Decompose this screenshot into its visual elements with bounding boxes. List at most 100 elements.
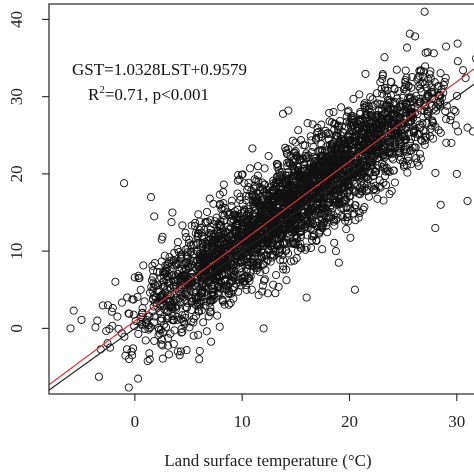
scatter-point — [290, 186, 299, 195]
scatter-point — [389, 166, 398, 175]
scatter-point — [189, 240, 198, 249]
scatter-point — [361, 69, 370, 78]
scatter-point — [286, 192, 295, 201]
scatter-point — [98, 301, 107, 310]
scatter-point — [210, 275, 219, 284]
scatter-point — [295, 156, 304, 165]
scatter-point — [402, 86, 411, 95]
scatter-point — [308, 120, 317, 129]
scatter-point — [447, 138, 456, 148]
scatter-point — [260, 180, 270, 189]
scatter-point — [345, 176, 354, 185]
scatter-point — [263, 289, 272, 298]
scatter-point — [303, 231, 312, 240]
scatter-point — [426, 74, 435, 83]
scatter-point — [371, 129, 380, 138]
scatter-point — [334, 199, 343, 209]
scatter-point — [246, 272, 255, 281]
scatter-point — [323, 228, 332, 237]
scatter-point — [366, 107, 375, 116]
scatter-point — [309, 226, 318, 235]
scatter-point — [388, 105, 397, 114]
scatter-point — [368, 154, 378, 163]
scatter-point — [215, 322, 224, 331]
scatter-point — [427, 121, 436, 130]
x-axis-title: Land surface temperature (°C) — [164, 451, 371, 470]
scatter-point — [402, 145, 411, 154]
scatter-point — [244, 224, 254, 233]
scatter-point — [260, 275, 269, 284]
scatter-point — [249, 184, 258, 193]
scatter-point — [387, 148, 396, 158]
scatter-point — [298, 175, 307, 184]
annotation-equation: GST=1.0328LST+0.9579 — [72, 60, 247, 79]
x-tick-label: 0 — [131, 412, 140, 431]
scatter-point — [188, 251, 197, 260]
scatter-point — [179, 271, 188, 280]
scatter-point — [199, 318, 208, 327]
scatter-point — [272, 235, 282, 244]
x-tick-label: 10 — [234, 412, 251, 431]
scatter-point — [94, 372, 103, 381]
scatter-point — [309, 220, 318, 229]
scatter-point — [209, 295, 218, 304]
scatter-point — [204, 284, 213, 293]
scatter-point — [414, 161, 423, 171]
scatter-point — [173, 301, 182, 310]
scatter-point — [366, 93, 375, 102]
scatter-point — [169, 276, 178, 285]
scatter-point — [177, 328, 186, 337]
scatter-point — [348, 112, 357, 121]
scatter-point — [339, 186, 348, 195]
scatter-point — [262, 257, 271, 266]
scatter-point — [428, 88, 437, 97]
scatter-point — [296, 221, 305, 230]
scatter-point — [281, 143, 290, 152]
scatter-point — [453, 57, 462, 66]
scatter-point — [344, 181, 353, 190]
scatter-point — [312, 236, 321, 246]
scatter-point — [286, 152, 295, 161]
scatter-point — [158, 354, 167, 363]
scatter-point — [103, 301, 113, 310]
scatter-point — [189, 331, 198, 340]
scatter-point — [453, 39, 462, 48]
scatter-point — [385, 190, 394, 199]
scatter-point — [213, 311, 222, 320]
scatter-point — [338, 198, 347, 207]
scatter-point — [423, 89, 432, 98]
scatter-point — [226, 217, 235, 226]
scatter-point — [205, 194, 214, 203]
scatter-point — [342, 165, 351, 174]
scatter-point — [199, 270, 208, 279]
scatter-point — [219, 180, 228, 189]
scatter-point — [240, 272, 249, 281]
scatter-point — [250, 211, 259, 220]
scatter-point — [133, 292, 142, 302]
scatter-point — [399, 109, 408, 118]
scatter-point — [245, 224, 254, 234]
scatter-point — [401, 66, 410, 75]
scatter-point — [416, 123, 425, 132]
scatter-point — [288, 156, 297, 165]
scatter-point — [262, 206, 271, 215]
scatter-point — [380, 53, 389, 62]
scatter-point — [224, 286, 233, 295]
scatter-point — [187, 283, 196, 292]
scatter-point — [463, 196, 472, 205]
scatter-point — [280, 191, 290, 200]
scatter-point — [120, 179, 129, 188]
scatter-point — [173, 269, 182, 279]
scatter-point — [441, 107, 450, 116]
scatter-point — [306, 185, 315, 194]
scatter-point — [401, 142, 410, 151]
scatter-point — [107, 307, 116, 316]
scatter-point — [213, 283, 222, 292]
scatter-point — [271, 234, 280, 243]
scatter-point — [213, 288, 223, 298]
scatter-point — [173, 276, 182, 285]
scatter-point — [150, 336, 159, 345]
scatter-point — [364, 175, 373, 184]
scatter-point — [103, 339, 112, 348]
